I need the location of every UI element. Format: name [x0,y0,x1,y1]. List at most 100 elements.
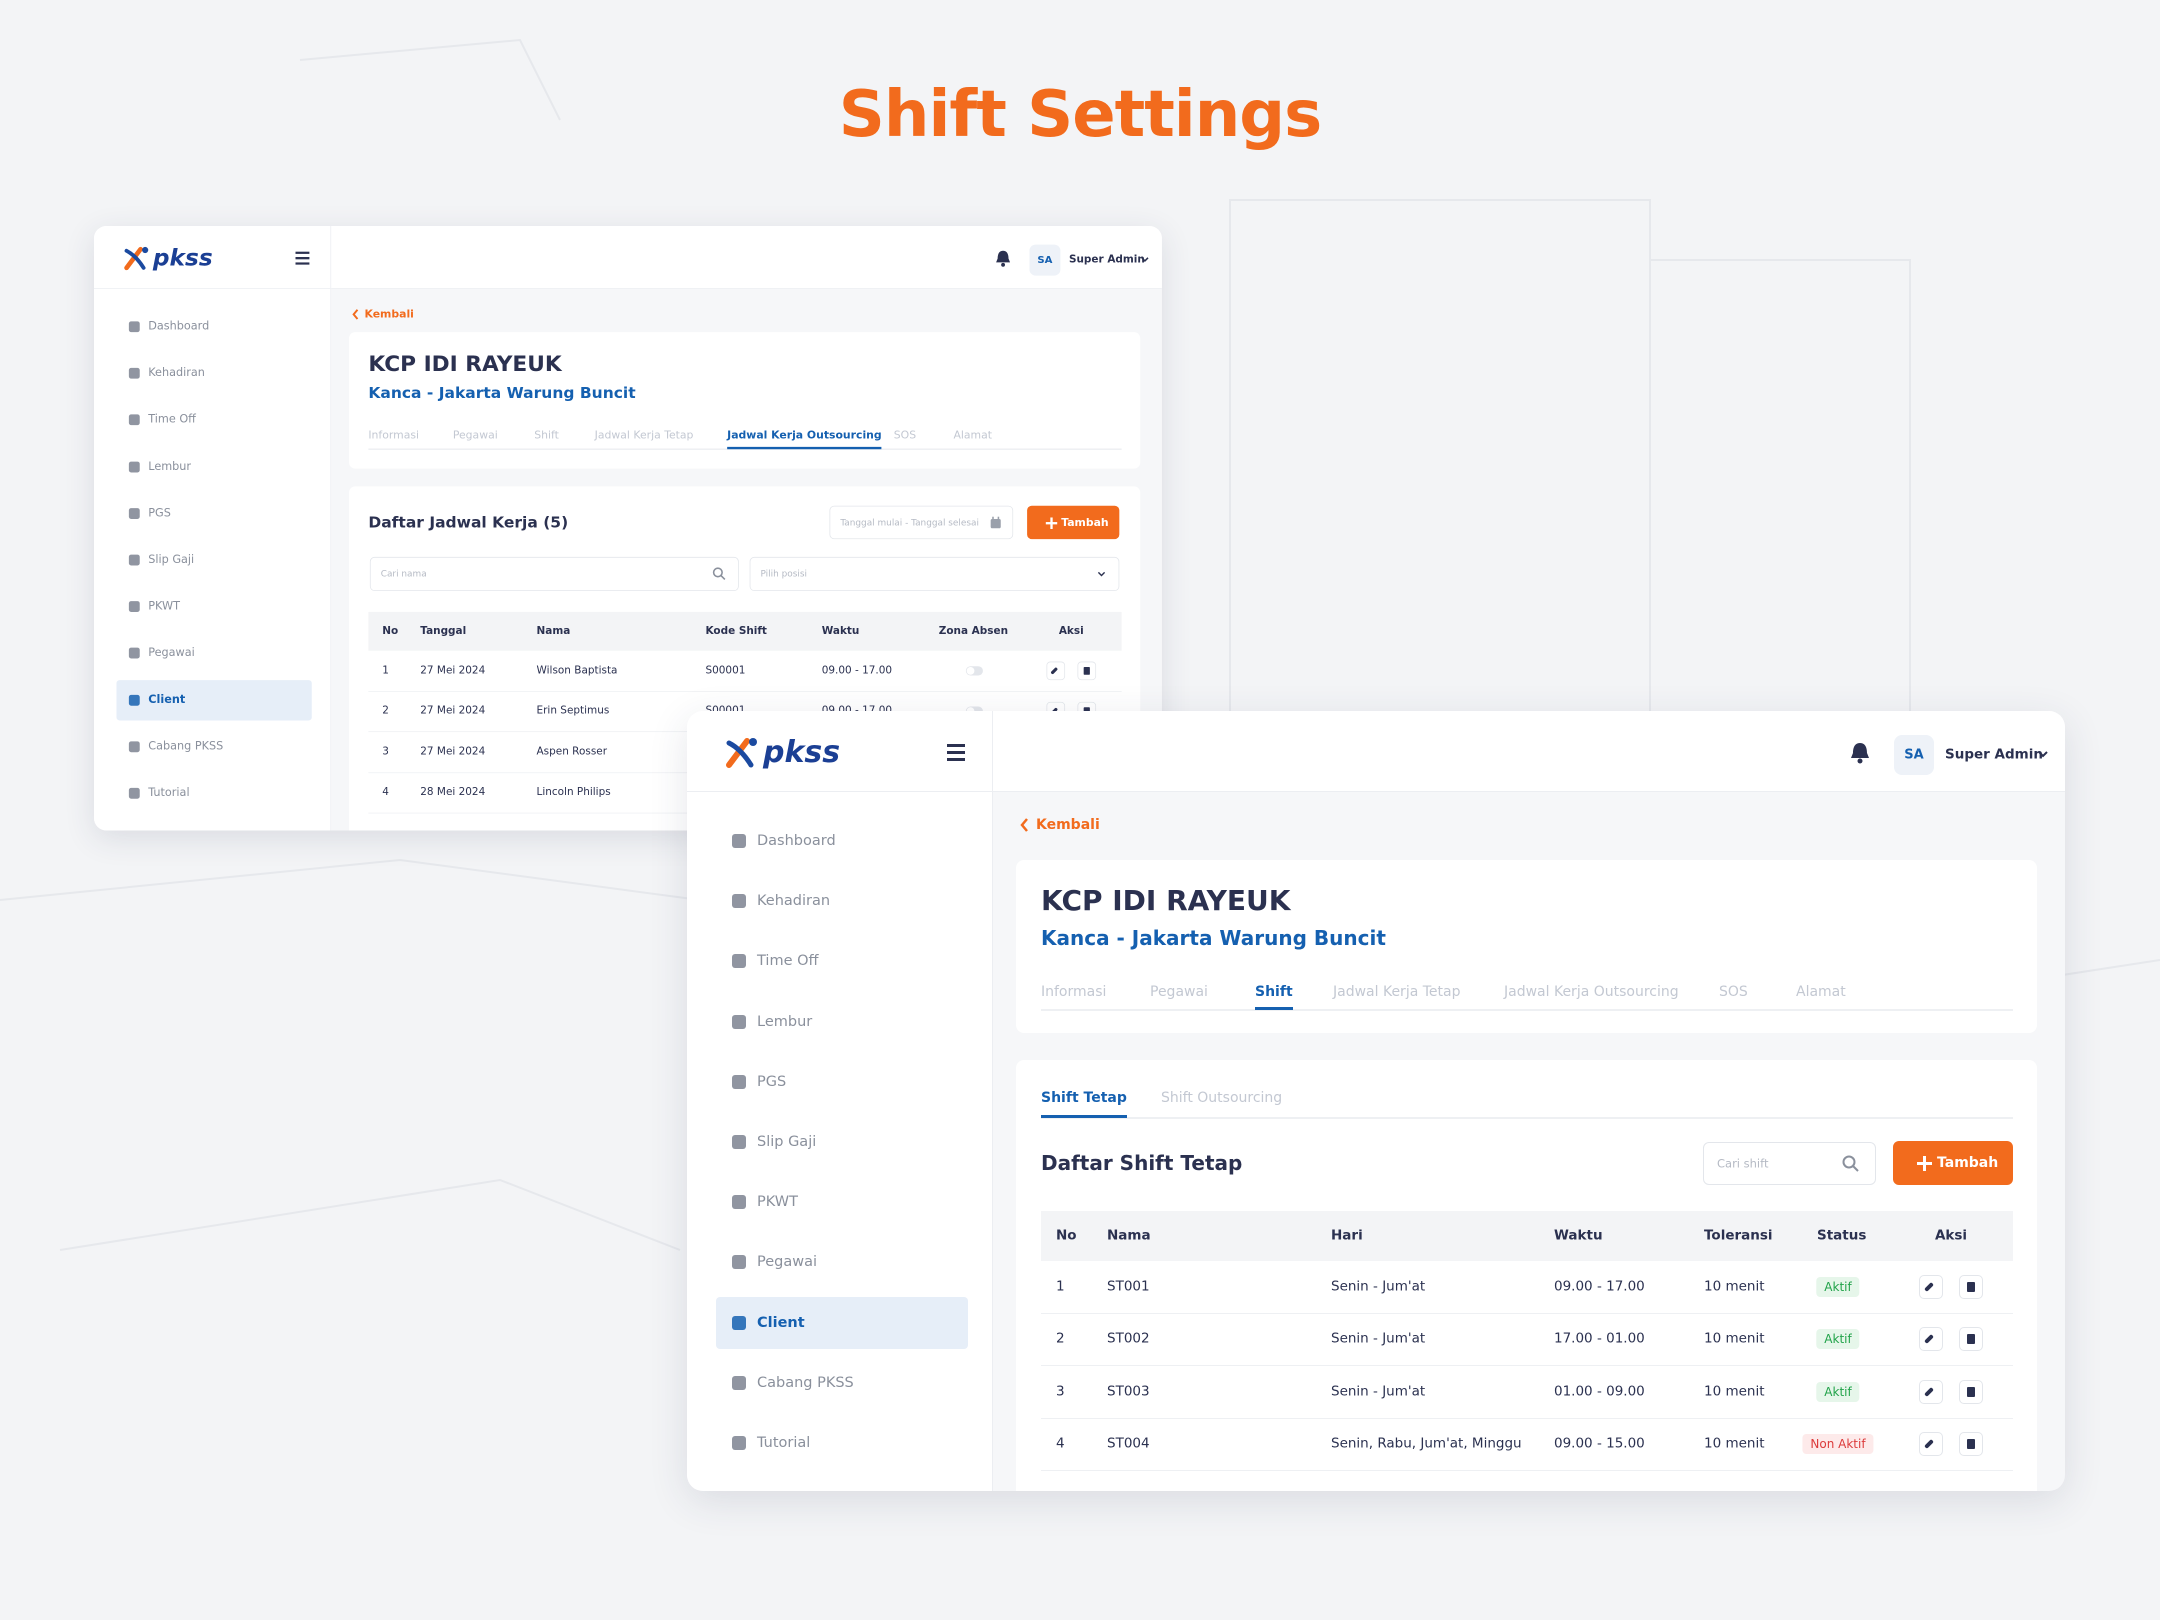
tab[interactable]: Jadwal Kerja Outsourcing [727,429,882,442]
date-range-input-placeholder: Tanggal mulai - Tanggal selesai [840,516,979,528]
menu-item[interactable]: PKWT [148,600,180,613]
table-cell: 09.00 - 17.00 [1554,1278,1645,1295]
table-header: No [1056,1227,1077,1244]
back-link[interactable]: Kembali [364,308,414,321]
table-cell: 27 Mei 2024 [420,704,486,718]
tab[interactable]: SOS [893,429,917,442]
delete-icon [1967,1439,1975,1450]
table-header: Toleransi [1704,1227,1773,1244]
tab-underline [1255,1007,1293,1010]
table-cell: Erin Septimus [536,704,610,718]
menu-item[interactable]: Tutorial [757,1434,811,1451]
add-button[interactable] [1893,1141,2013,1185]
tab[interactable]: SOS [1719,984,1748,1000]
list-card [1016,1060,2037,1491]
status-badge: Aktif [1816,1381,1860,1402]
table-cell: 10 menit [1704,1278,1765,1295]
tab[interactable]: Jadwal Kerja Outsourcing [1504,984,1679,1000]
menu-item[interactable]: Client [148,693,186,706]
table-cell: 10 menit [1704,1383,1765,1400]
table-header-bg [1041,1211,2013,1261]
delete-icon [1083,666,1090,675]
table-cell: 10 menit [1704,1330,1765,1347]
menu-item[interactable]: Dashboard [148,320,210,333]
tab[interactable]: Pegawai [452,429,498,442]
menu-item[interactable]: Cabang PKSS [757,1374,854,1391]
card-title: Daftar Shift Tetap [1041,1151,1243,1175]
menu-icon [128,787,140,799]
table-header: Nama [536,624,571,637]
back-link[interactable]: Kembali [1036,817,1100,833]
table-header-bg [368,611,1122,651]
back-arrow [1020,818,1028,832]
search-input-placeholder: Cari shift [1717,1155,1769,1170]
menu-active-bg [116,679,312,721]
logo-text: pkss [763,735,841,770]
table-cell: 09.00 - 17.00 [821,664,893,677]
row-divider [1041,1417,2013,1419]
menu-item[interactable]: PGS [148,506,171,520]
delete-icon [1967,1282,1975,1292]
tab[interactable]: Alamat [1796,984,1846,1000]
date-range-input[interactable] [829,505,1014,540]
page-subtitle: Kanca - Jakarta Warung Buncit [1041,926,1386,950]
tab[interactable]: Informasi [1041,984,1107,1000]
menu-item[interactable]: Pegawai [148,646,195,660]
menu-item[interactable]: Dashboard [757,832,836,849]
sub-tab[interactable]: Shift Tetap [1041,1090,1127,1106]
menu-item[interactable]: Tutorial [148,786,190,800]
menu-item[interactable]: Kehadiran [148,367,205,380]
menu-item[interactable]: Time Off [757,953,819,970]
tab[interactable]: Shift [534,429,559,442]
search-input[interactable] [369,556,739,592]
table-cell: 4 [1056,1435,1065,1452]
menu-item[interactable]: Client [757,1314,805,1331]
menu-item[interactable]: Kehadiran [757,892,831,909]
logo-text: pkss [152,244,213,272]
row-divider [1041,1365,2013,1367]
table-header: Waktu [821,624,860,637]
avatar[interactable] [1029,244,1061,276]
menu-active-bg [716,1296,968,1349]
search-icon [1842,1155,1859,1172]
search-input[interactable] [1703,1142,1876,1185]
table-header: Aksi [1058,624,1084,637]
avatar[interactable] [1894,735,1934,775]
zone-toggle[interactable] [965,666,983,676]
tab[interactable]: Jadwal Kerja Tetap [594,429,694,442]
menu-item[interactable]: Time Off [148,413,196,427]
menu-item[interactable]: PGS [757,1073,787,1090]
menu-icon [732,1014,746,1029]
tab[interactable]: Informasi [368,429,420,442]
add-icon [1045,517,1058,529]
tab[interactable]: Shift [1255,984,1293,1000]
table-cell: Senin, Rabu, Jum'at, Minggu [1331,1435,1522,1452]
sub-tab[interactable]: Shift Outsourcing [1161,1090,1283,1106]
menu-icon [732,954,746,969]
tab[interactable]: Alamat [953,429,993,442]
edit-button[interactable] [1919,1432,1943,1457]
menu-item[interactable]: Slip Gaji [757,1133,817,1150]
table-cell: 28 Mei 2024 [420,785,486,799]
menu-toggle [947,744,965,761]
tab[interactable]: Jadwal Kerja Tetap [1333,984,1461,1000]
menu-item[interactable]: Lembur [148,460,192,473]
add-button[interactable] [1027,505,1120,540]
sidebar-divider [94,288,331,289]
menu-item[interactable]: Lembur [757,1013,813,1030]
user-name[interactable]: Super Admin [1945,746,2043,763]
menu-item[interactable]: Pegawai [757,1254,818,1271]
user-caret [2038,751,2048,758]
table-header: Zona Absen [938,624,1009,637]
position-select[interactable] [749,556,1120,592]
menu-icon [732,1074,746,1089]
table-cell: 09.00 - 17.00 [822,706,892,716]
user-name[interactable]: Super Admin [1068,253,1145,266]
tab[interactable]: Pegawai [1150,984,1208,1000]
logo-mark [124,246,149,271]
menu-icon [128,601,140,613]
menu-item[interactable]: Slip Gaji [148,553,195,567]
menu-item[interactable]: PKWT [757,1193,798,1210]
menu-item[interactable]: Cabang PKSS [148,740,224,753]
